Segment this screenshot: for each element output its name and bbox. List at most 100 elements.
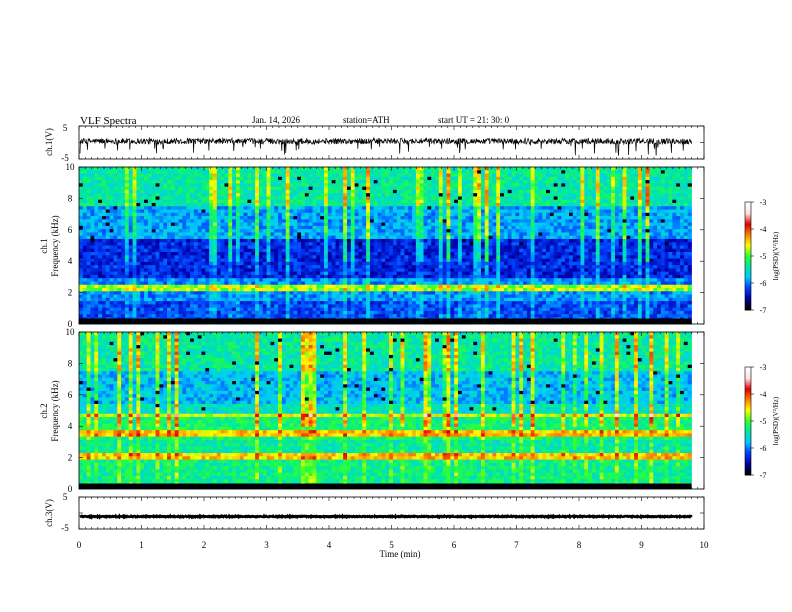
spectrogram-cell: [316, 238, 321, 243]
spectrogram-cell: [683, 199, 689, 204]
spectrogram-cell: [155, 176, 160, 181]
spectrogram-cell: [220, 232, 225, 237]
spectrogram-cell: [167, 238, 172, 243]
spectrogram-cell: [232, 183, 237, 188]
spectrogram-cell: [664, 167, 669, 171]
spectrogram-cell: [419, 216, 424, 220]
spectrogram-cell: [473, 196, 478, 201]
spectrogram-cell: [136, 222, 141, 227]
spectrogram-cell: [595, 196, 601, 201]
spectrogram-cell: [174, 258, 179, 263]
spectrogram-cell: [435, 216, 440, 220]
spectrogram-cell: [128, 173, 133, 178]
spectrogram-cell: [653, 167, 658, 171]
spectrogram-cell: [82, 173, 88, 178]
spectrogram-cell: [212, 196, 218, 201]
spectrogram-cell: [645, 173, 650, 178]
spectrogram-cell: [641, 242, 646, 246]
spectrogram-cell: [293, 252, 298, 256]
spectrogram-cell: [534, 209, 539, 214]
spectrogram-cell: [140, 186, 145, 191]
spectrogram-cell: [500, 189, 505, 194]
spectrogram-cell: [327, 255, 333, 259]
spectrogram-cell: [258, 202, 264, 207]
spectrogram-cell: [385, 216, 390, 220]
spectrogram-cell: [132, 235, 137, 240]
spectrogram-cell: [308, 235, 313, 240]
spectrogram-cell: [105, 186, 111, 191]
spectrogram-cell: [117, 176, 122, 181]
spectrogram-cell: [645, 252, 650, 256]
spectrogram-cell: [94, 199, 99, 204]
spectrogram-cell: [212, 202, 218, 207]
spectrogram-cell: [362, 242, 367, 246]
spectrogram-cell: [79, 209, 84, 214]
spectrogram-cell: [653, 235, 658, 240]
spectrogram-cell: [209, 170, 214, 174]
spectrogram-cell: [412, 216, 417, 220]
spectrogram-cell: [197, 196, 202, 201]
spectrogram-cell: [511, 196, 516, 201]
spectrogram-cell: [534, 219, 539, 223]
spectrogram-cell: [412, 193, 417, 197]
spectrogram-cell: [377, 258, 382, 263]
spectrogram-cell: [446, 212, 451, 217]
spectrogram-cell: [488, 245, 493, 250]
spectrogram-cell: [408, 255, 413, 259]
spectrogram-cell: [293, 248, 298, 253]
spectrogram-cell: [515, 167, 520, 171]
spectrogram-cell: [293, 209, 298, 214]
spectrogram-cell: [565, 261, 570, 266]
spectrogram-cell: [124, 183, 130, 188]
spectrogram-cell: [136, 167, 141, 171]
spectrogram-cell: [538, 252, 543, 256]
spectrogram-cell: [159, 229, 164, 233]
spectrogram-cell: [645, 212, 650, 217]
spectrogram-cell: [584, 206, 589, 210]
spectrogram-cell: [465, 245, 470, 250]
spectrogram-cell: [224, 219, 229, 223]
spectrogram-cell: [220, 173, 225, 178]
spectrogram-cell: [255, 225, 260, 230]
spectrogram-cell: [450, 242, 455, 246]
spectrogram-cell: [362, 209, 367, 214]
spectrogram-cell: [584, 199, 589, 204]
spectrogram-cell: [316, 216, 321, 220]
spectrogram-cell: [446, 199, 451, 204]
spectrogram-cell: [293, 219, 298, 223]
spectrogram-cell: [151, 252, 156, 256]
spectrogram-cell: [79, 176, 84, 181]
spectrogram-cell: [511, 245, 516, 250]
spectrogram-cell: [94, 189, 99, 194]
spectrogram-cell: [653, 245, 658, 250]
spectrogram-cell: [278, 235, 283, 240]
spectrogram-cell: [614, 176, 620, 181]
spectrogram-cell: [324, 222, 329, 227]
spectrogram-cell: [255, 193, 260, 197]
spectrogram-cell: [197, 225, 202, 230]
spectrogram-cell: [335, 232, 340, 237]
spectrogram-cell: [155, 261, 160, 266]
spectrogram-cell: [404, 199, 409, 204]
spectrogram-cell: [90, 170, 95, 174]
spectrogram-cell: [201, 212, 206, 217]
spectrogram-cell: [320, 255, 325, 259]
spectrogram-cell: [614, 199, 620, 204]
spectrogram-cell: [538, 196, 543, 201]
spectrogram-cell: [412, 180, 417, 184]
spectrogram-cell: [435, 186, 440, 191]
spectrogram-cell: [228, 245, 233, 250]
spectrogram-cell: [174, 255, 179, 259]
spectrogram-cell: [438, 183, 444, 188]
spectrogram-cell: [492, 176, 497, 181]
spectrogram-cell: [178, 255, 183, 259]
spectrogram-cell: [381, 229, 386, 233]
spectrogram-cell: [197, 261, 202, 266]
spectrogram-cell: [461, 206, 467, 210]
spectrogram-cell: [557, 255, 562, 259]
spectrogram-cell: [488, 258, 493, 263]
spectrogram-cell: [301, 206, 306, 210]
spectrogram-cell: [216, 212, 222, 217]
spectrogram-cell: [538, 219, 543, 223]
spectrogram-cell: [488, 176, 493, 181]
